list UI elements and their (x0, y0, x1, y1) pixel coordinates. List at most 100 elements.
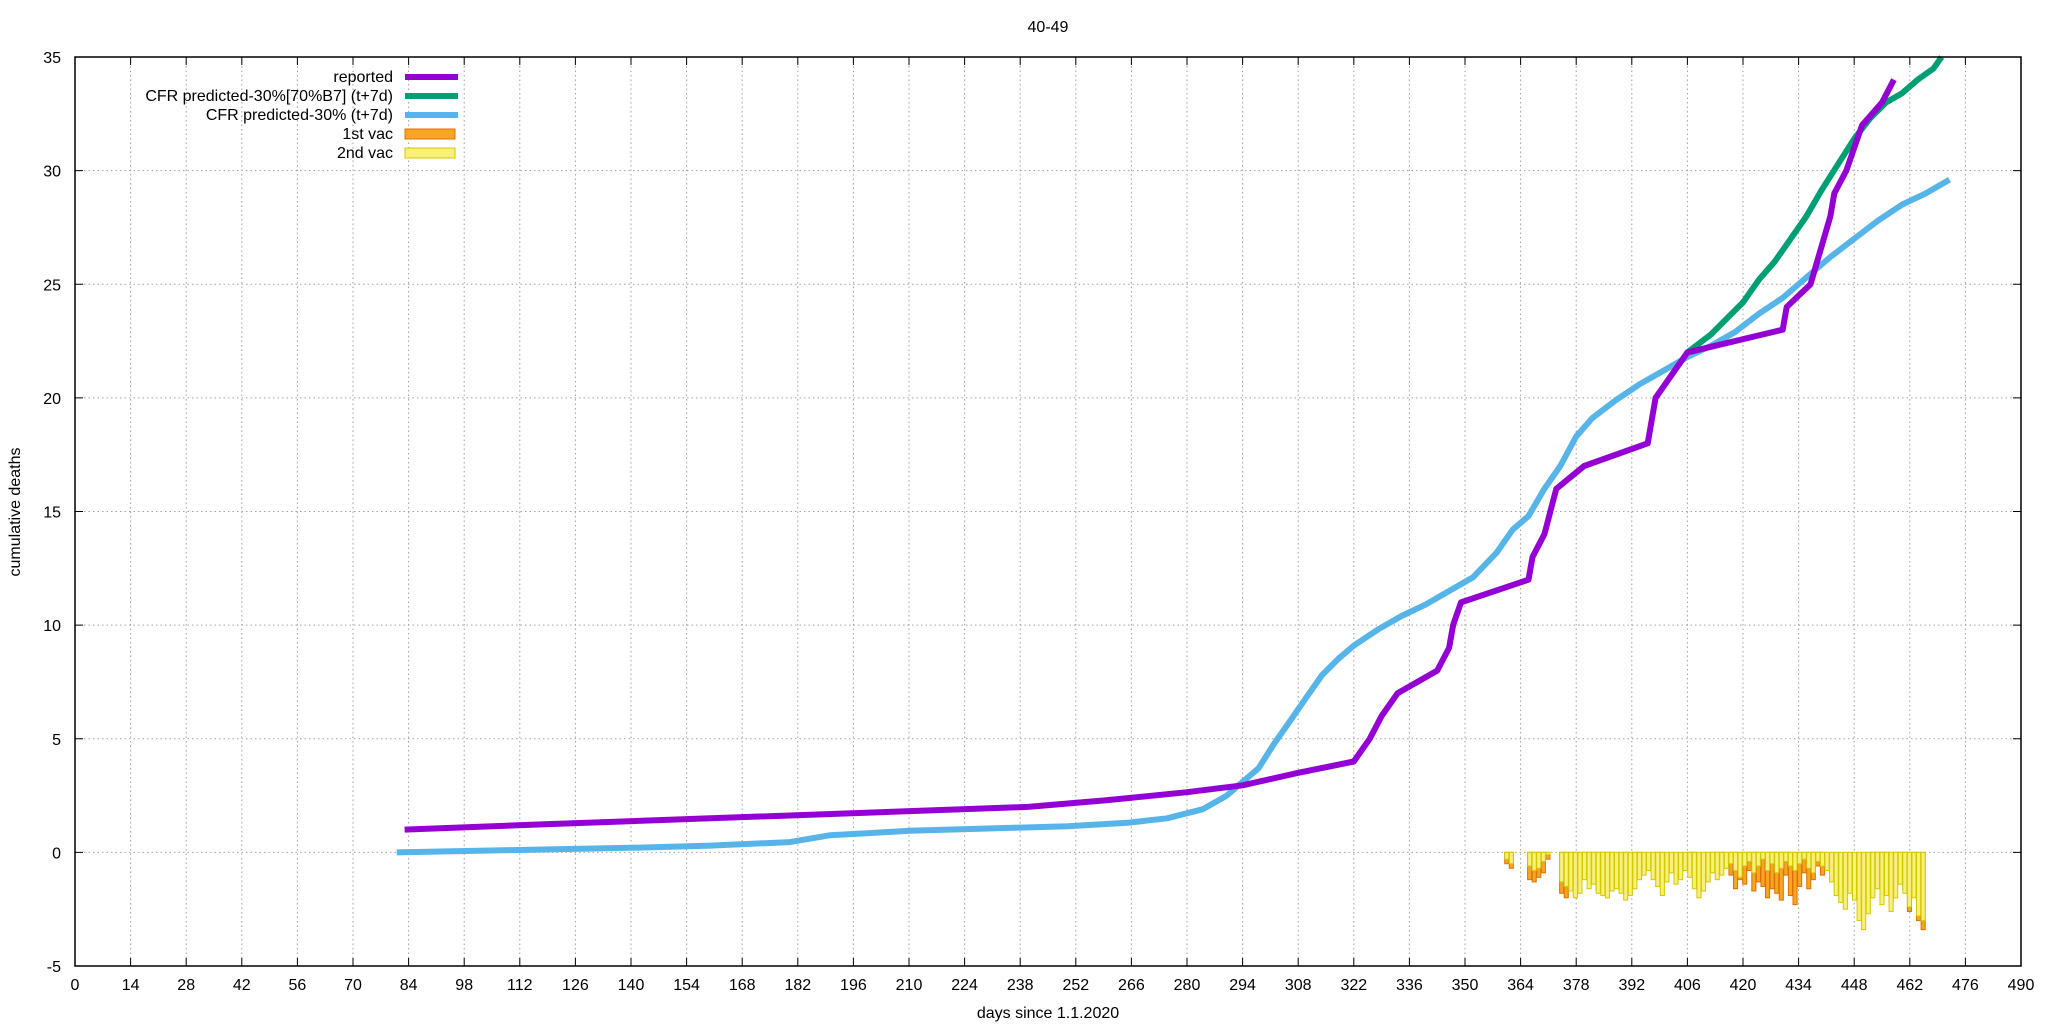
second-vac-bar (1714, 851, 1720, 881)
x-tick-label: 294 (1229, 977, 1256, 994)
second-vac-bar (1678, 851, 1684, 881)
second-vac-bar (1874, 851, 1880, 890)
second-vac-bar (1586, 851, 1592, 890)
y-tick-label: 5 (52, 732, 61, 749)
second-vac-bar (1604, 851, 1610, 899)
second-vac-bar (1705, 851, 1711, 883)
x-tick-label: 28 (177, 977, 195, 994)
y-axis-label: cumulative deaths (7, 448, 24, 577)
second-vac-bar (1614, 851, 1620, 890)
second-vac-bar (1733, 851, 1739, 872)
second-vac-bar (1815, 851, 1821, 862)
second-vac-bar (1829, 851, 1835, 883)
x-tick-label: 378 (1563, 977, 1590, 994)
second-vac-bar (1792, 851, 1798, 872)
second-vac-bar (1774, 851, 1780, 874)
second-vac-bar (1563, 851, 1569, 887)
vaccination-bars (1504, 851, 1926, 931)
y-tick-label: 25 (43, 277, 61, 294)
x-tick-label: 126 (562, 977, 589, 994)
second-vac-bar (1641, 851, 1647, 876)
second-vac-bar (1646, 851, 1652, 872)
legend-reported: reported (333, 69, 458, 86)
x-tick-label: 14 (122, 977, 140, 994)
x-tick-label: 462 (1896, 977, 1923, 994)
second-vac-bar (1536, 851, 1542, 869)
legend-label: reported (333, 69, 393, 86)
second-vac-bar (1916, 851, 1922, 917)
legend-label: CFR predicted-30% (t+7d) (206, 107, 393, 124)
second-vac-bar (1696, 851, 1702, 899)
second-vac-bar (1838, 851, 1844, 903)
x-axis-label: days since 1.1.2020 (977, 1005, 1119, 1022)
second-vac-bar (1504, 851, 1510, 860)
y-tick-label: 15 (43, 505, 61, 522)
x-tick-label: 224 (951, 977, 978, 994)
y-tick-label: 10 (43, 618, 61, 635)
x-tick-label: 336 (1396, 977, 1423, 994)
second-vac-bar (1865, 851, 1871, 915)
second-vac-bar (1783, 851, 1789, 862)
legend-swatch (404, 147, 456, 159)
y-tick-label: 30 (43, 164, 61, 181)
second-vac-bar (1655, 851, 1661, 887)
second-vac-bar (1572, 851, 1578, 899)
x-tick-label: 252 (1062, 977, 1089, 994)
second-vac-bar (1911, 851, 1917, 899)
x-tick-label: 420 (1730, 977, 1757, 994)
second-vac-bar (1824, 851, 1830, 872)
x-tick-label: 280 (1174, 977, 1201, 994)
second-vac-bar (1851, 851, 1858, 901)
second-vac-bar (1600, 851, 1606, 897)
x-tick-label: 42 (233, 977, 251, 994)
x-tick-label: 168 (729, 977, 756, 994)
second-vac-bar (1595, 851, 1601, 894)
second-vac-bar (1659, 851, 1665, 897)
x-tick-label: 364 (1507, 977, 1534, 994)
second-vac-bar (1591, 851, 1597, 885)
second-vac-bar (1897, 851, 1903, 885)
second-vac-bar (1861, 851, 1867, 931)
x-tick-label: 56 (289, 977, 307, 994)
x-tick-label: 490 (2008, 977, 2035, 994)
second-vac-bar (1751, 851, 1757, 874)
second-vac-bar (1527, 851, 1533, 867)
second-vac-bar (1760, 851, 1766, 860)
second-vac-bar (1577, 851, 1583, 894)
grid (75, 57, 2021, 966)
second-vac-bar (1893, 851, 1899, 899)
second-vac-bar (1819, 851, 1826, 867)
x-tick-label: 434 (1785, 977, 1812, 994)
chart-title: 40-49 (1028, 19, 1069, 36)
cfr-predicted-70-b7-line (1685, 55, 1945, 355)
second-vac-bar (1673, 851, 1679, 885)
x-tick-label: 0 (71, 977, 80, 994)
legend-cfr-predicted-70-b7: CFR predicted-30%[70%B7] (t+7d) (145, 88, 458, 105)
x-tick-label: 350 (1452, 977, 1479, 994)
legend-swatch (404, 128, 456, 140)
cfr-predicted-30-line (396, 177, 1951, 856)
second-vac-bar (1691, 851, 1697, 890)
legend: reported CFR predicted-30%[70%B7] (t+7d) C… (145, 69, 458, 162)
second-vac-bar (1618, 851, 1624, 894)
x-tick-label: 392 (1618, 977, 1645, 994)
x-tick-label: 238 (1007, 977, 1034, 994)
second-vac-bar (1623, 851, 1629, 901)
second-vac-bar (1700, 851, 1707, 892)
second-vac-bar (1902, 851, 1908, 894)
x-tick-label: 322 (1340, 977, 1367, 994)
second-vac-bar (1609, 851, 1615, 892)
second-vac-bar (1627, 851, 1633, 897)
x-tick-label: 112 (507, 977, 533, 994)
second-vac-bar (1906, 851, 1912, 908)
x-tick-label: 196 (840, 977, 867, 994)
legend-label: CFR predicted-30%[70%B7] (t+7d) (145, 88, 393, 105)
second-vac-bar (1668, 851, 1675, 874)
x-tick-label: 266 (1118, 977, 1145, 994)
second-vac-bar (1508, 851, 1514, 865)
x-tick-label: 448 (1841, 977, 1868, 994)
second-vac-bar (1742, 851, 1748, 867)
second-vac-bar (1582, 851, 1588, 881)
x-tick-label: 70 (344, 977, 362, 994)
second-vac-bar (1719, 851, 1725, 876)
